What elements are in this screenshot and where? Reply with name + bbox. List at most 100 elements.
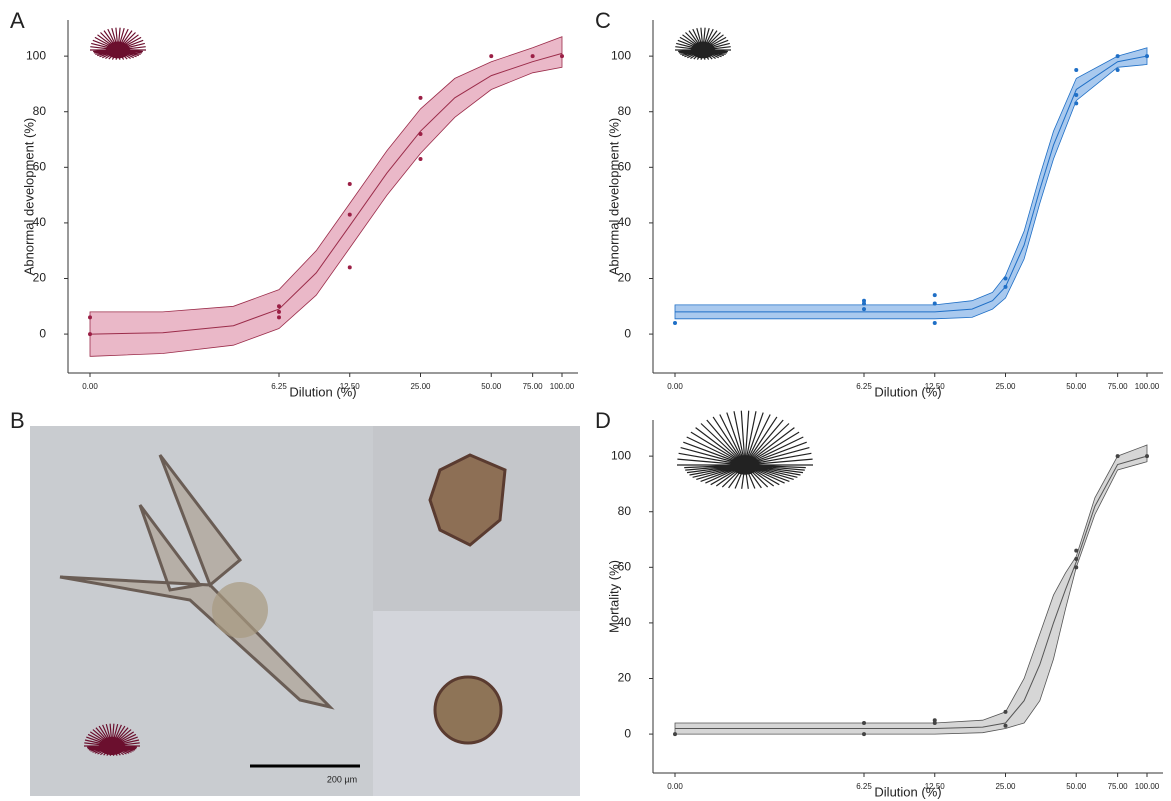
urchin-body <box>106 41 130 59</box>
x-tick-label: 100.00 <box>1135 782 1160 791</box>
data-point <box>1074 548 1079 553</box>
x-tick-label: 6.25 <box>271 382 287 391</box>
y-tick-label: 60 <box>618 159 632 173</box>
data-point <box>277 315 281 320</box>
data-point <box>530 54 535 59</box>
panel-a: A 0 20 40 60 80 100 0.00 6.25 12.50 25.00 50.00 75.0… <box>10 8 578 399</box>
urchin-body <box>99 736 125 756</box>
urchin-body <box>731 455 759 475</box>
data-point <box>932 320 937 325</box>
y-tick-label: 0 <box>624 326 631 340</box>
x-tick-label: 25.00 <box>995 782 1016 791</box>
data-point <box>932 720 937 725</box>
x-tick-label: 100.00 <box>1135 382 1160 391</box>
data-point <box>1115 54 1120 59</box>
data-point <box>1074 93 1079 98</box>
y-tick-label: 20 <box>618 271 632 285</box>
x-tick-label: 6.25 <box>856 782 872 791</box>
data-point <box>862 298 866 303</box>
data-point <box>1003 284 1008 289</box>
data-point <box>1074 565 1079 570</box>
panel-label: B <box>10 408 25 433</box>
confidence-band <box>89 36 563 357</box>
y-tick-label: 20 <box>618 671 632 685</box>
x-axis-label: Dilution (%) <box>289 384 356 399</box>
data-point <box>418 131 423 136</box>
data-point <box>862 307 866 312</box>
data-point <box>347 265 352 270</box>
data-point <box>1003 723 1008 728</box>
data-point <box>489 54 494 59</box>
x-tick-label: 50.00 <box>1066 782 1087 791</box>
abnormal-embryo <box>433 675 503 745</box>
x-tick-label: 0.00 <box>82 382 98 391</box>
x-tick-label: 12.50 <box>340 382 361 391</box>
data-point <box>932 293 937 298</box>
x-tick-label: 6.25 <box>856 382 872 391</box>
fit-line <box>90 52 563 335</box>
x-tick-label: 12.50 <box>925 382 946 391</box>
y-tick-label: 40 <box>33 215 47 229</box>
y-axis-label: Mortality (%) <box>606 560 621 633</box>
data-point <box>862 301 866 306</box>
data-point <box>1115 68 1120 73</box>
y-tick-label: 80 <box>618 504 632 518</box>
x-tick-label: 0.00 <box>667 782 683 791</box>
urchin-icon <box>677 410 813 489</box>
urchin-body <box>691 41 715 59</box>
y-tick-label: 60 <box>618 559 632 573</box>
data-point <box>673 320 677 325</box>
panel-label: A <box>10 8 25 33</box>
x-tick-label: 75.00 <box>523 382 544 391</box>
data-point <box>560 54 564 59</box>
data-point <box>862 720 866 725</box>
y-tick-label: 80 <box>33 104 47 118</box>
pluteus-larva <box>59 454 335 710</box>
y-axis-label: Abnormal development (%) <box>606 118 621 276</box>
x-tick-label: 12.50 <box>925 782 946 791</box>
data-point <box>1003 709 1008 714</box>
data-point <box>932 301 937 306</box>
y-tick-label: 40 <box>618 615 632 629</box>
y-tick-label: 0 <box>624 726 631 740</box>
data-point <box>88 332 92 337</box>
urchin-icon <box>90 27 146 60</box>
fit-line <box>675 455 1148 729</box>
data-point <box>347 212 352 217</box>
x-tick-label: 50.00 <box>481 382 502 391</box>
x-tick-label: 75.00 <box>1108 382 1129 391</box>
y-tick-label: 80 <box>618 104 632 118</box>
y-tick-label: 40 <box>618 215 632 229</box>
x-axis-label: Dilution (%) <box>874 784 941 799</box>
confidence-band <box>674 47 1148 320</box>
data-point <box>1074 68 1079 73</box>
urchin-spines <box>677 410 813 489</box>
data-point <box>277 304 281 309</box>
urchin-icon <box>675 27 731 60</box>
x-tick-label: 0.00 <box>667 382 683 391</box>
y-axis-label: Abnormal development (%) <box>21 118 36 276</box>
data-point <box>1115 454 1120 459</box>
data-point <box>1074 101 1079 106</box>
data-point <box>418 95 423 100</box>
data-point <box>862 732 866 737</box>
data-point <box>1003 276 1008 281</box>
data-point <box>673 732 677 737</box>
data-point <box>1145 454 1149 459</box>
x-tick-label: 100.00 <box>550 382 575 391</box>
confidence-band <box>674 444 1148 735</box>
y-tick-label: 20 <box>33 271 47 285</box>
data-point <box>418 156 423 161</box>
y-tick-label: 0 <box>39 326 46 340</box>
scale-bar-label: 200 µm <box>327 774 357 784</box>
x-tick-label: 75.00 <box>1108 782 1129 791</box>
urchin-icon <box>84 723 140 756</box>
x-tick-label: 25.00 <box>410 382 431 391</box>
panel-c: C 0 20 40 60 80 100 0.00 6.25 12.50 25.00 50.00 75.0… <box>595 8 1163 399</box>
larva-gut <box>212 582 268 638</box>
panel-d: D 0 20 40 60 80 100 0.00 6.25 12.50 25.00 50.00 75.0… <box>595 408 1163 799</box>
y-tick-label: 100 <box>611 48 631 62</box>
y-tick-label: 100 <box>26 48 46 62</box>
data-point <box>1145 54 1149 59</box>
x-axis-label: Dilution (%) <box>874 384 941 399</box>
